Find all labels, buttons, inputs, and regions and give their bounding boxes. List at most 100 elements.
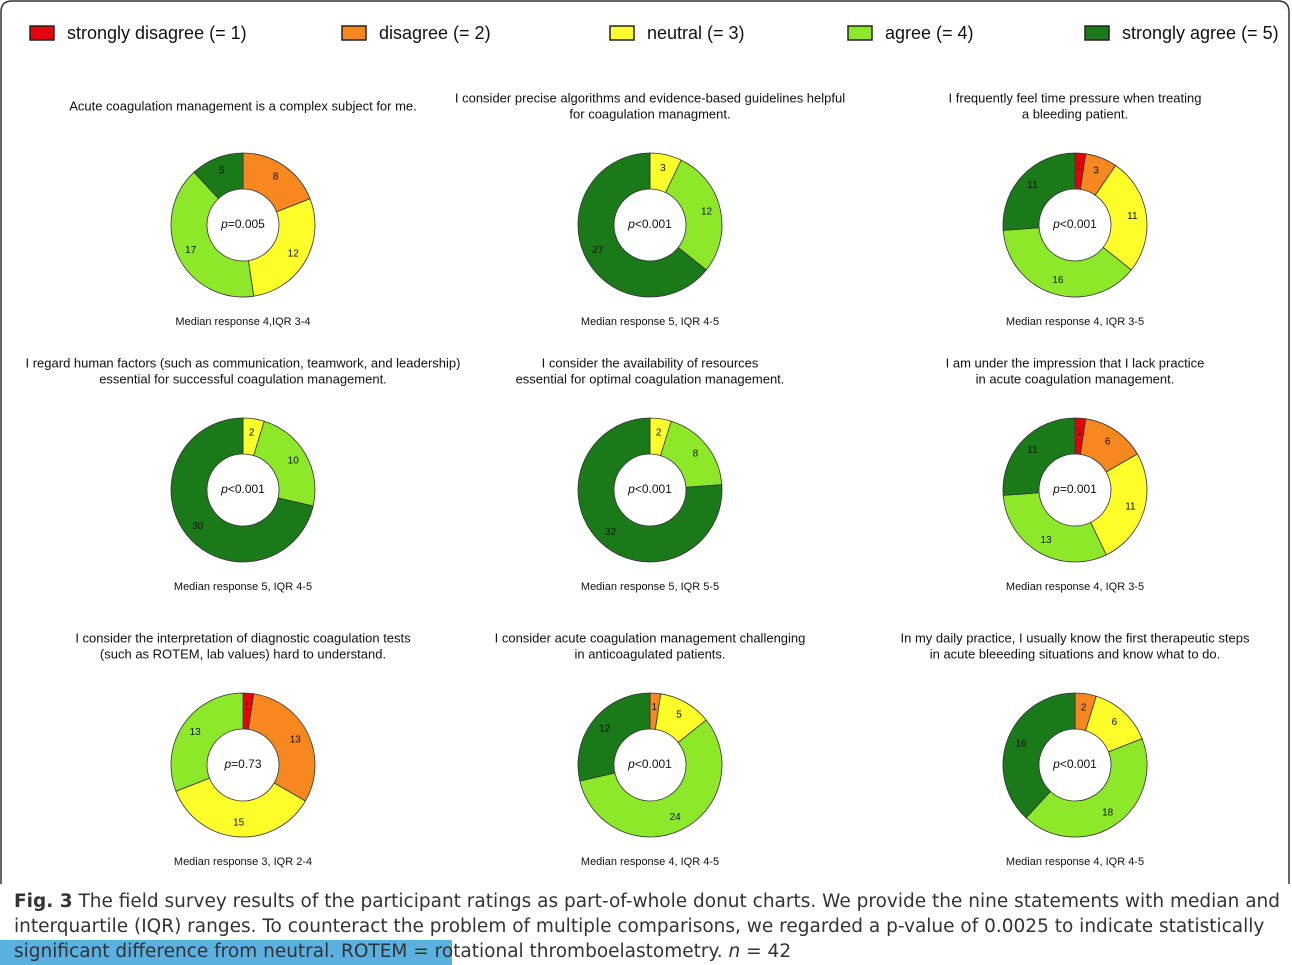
value-label: 1 bbox=[1077, 162, 1083, 173]
chart-title: I am under the impression that I lack pr… bbox=[946, 355, 1205, 370]
p-value: p=0.001 bbox=[1052, 482, 1097, 496]
p-symbol: p bbox=[627, 482, 635, 496]
value-label: 3 bbox=[1093, 166, 1099, 177]
p-text: <0.001 bbox=[1060, 757, 1097, 771]
caption-text: The field survey results of the particip… bbox=[14, 891, 1281, 962]
p-value: p<0.001 bbox=[1052, 757, 1097, 771]
caption-variable: n bbox=[728, 941, 741, 962]
chart-title: a bleeding patient. bbox=[1022, 106, 1128, 121]
value-label: 30 bbox=[192, 521, 204, 532]
donut-segment bbox=[577, 152, 707, 298]
chart-subtitle: Median response 4, IQR 4-5 bbox=[1006, 856, 1144, 868]
donut-segment bbox=[1002, 227, 1132, 298]
donut-segment bbox=[170, 692, 244, 792]
donut-segment bbox=[577, 417, 723, 563]
legend-swatch bbox=[29, 25, 55, 41]
value-label: 13 bbox=[1040, 535, 1052, 546]
chart-title: I consider precise algorithms and eviden… bbox=[455, 90, 845, 105]
p-value: p<0.001 bbox=[627, 482, 672, 496]
p-value: p<0.001 bbox=[627, 757, 672, 771]
p-symbol: p bbox=[1052, 217, 1060, 231]
selection-highlight bbox=[0, 940, 452, 965]
value-label: 1 bbox=[245, 702, 251, 713]
chart-title: for coagulation managment. bbox=[569, 106, 730, 121]
value-label: 27 bbox=[592, 245, 604, 256]
p-text: <0.001 bbox=[635, 757, 672, 771]
chart-title: essential for optimal coagulation manage… bbox=[516, 371, 785, 386]
value-label: 6 bbox=[1105, 437, 1111, 448]
donut-segment bbox=[579, 719, 723, 838]
donut-segment bbox=[253, 420, 316, 507]
p-value: p<0.001 bbox=[627, 217, 672, 231]
p-value: p=0.73 bbox=[223, 757, 261, 771]
donut-segment bbox=[170, 417, 314, 563]
donut-segment bbox=[1090, 453, 1148, 556]
value-label: 32 bbox=[605, 527, 617, 538]
value-label: 13 bbox=[190, 727, 202, 738]
p-text: =0.001 bbox=[1060, 482, 1097, 496]
value-label: 18 bbox=[1102, 808, 1114, 819]
legend-swatch bbox=[609, 25, 635, 41]
caption-value: = 42 bbox=[746, 941, 792, 962]
value-label: 16 bbox=[1015, 738, 1027, 749]
value-label: 8 bbox=[693, 448, 699, 459]
p-text: =0.73 bbox=[231, 757, 262, 771]
donut-segment bbox=[1094, 164, 1148, 271]
value-label: 5 bbox=[219, 166, 225, 177]
p-symbol: p bbox=[220, 482, 228, 496]
donut-segment bbox=[1025, 738, 1148, 838]
chart-title: I regard human factors (such as communic… bbox=[26, 355, 461, 370]
chart-title: in acute bleeeding situations and know w… bbox=[930, 646, 1221, 661]
legend-swatch bbox=[341, 25, 367, 41]
legend-label: strongly disagree (= 1) bbox=[67, 23, 247, 43]
donut-segment bbox=[193, 152, 244, 200]
p-text: <0.001 bbox=[228, 482, 265, 496]
chart-title: (such as ROTEM, lab values) hard to unde… bbox=[100, 646, 386, 661]
value-label: 2 bbox=[249, 427, 255, 438]
legend-swatch bbox=[847, 25, 873, 41]
value-label: 11 bbox=[1027, 180, 1038, 191]
p-value: p=0.005 bbox=[220, 217, 265, 231]
donut-segment bbox=[1002, 417, 1076, 496]
chart-subtitle: Median response 5, IQR 4-5 bbox=[174, 581, 312, 593]
p-symbol: p bbox=[1052, 482, 1060, 496]
legend-label: neutral (= 3) bbox=[647, 23, 745, 43]
chart-title: I consider the availability of resources bbox=[542, 355, 759, 370]
chart-subtitle: Median response 4, IQR 4-5 bbox=[581, 856, 719, 868]
chart-title: In my daily practice, I usually know the… bbox=[901, 630, 1250, 645]
p-value: p<0.001 bbox=[220, 482, 265, 496]
donut-segment bbox=[577, 692, 651, 782]
chart-subtitle: Median response 3, IQR 2-4 bbox=[174, 856, 312, 868]
value-label: 13 bbox=[290, 734, 302, 745]
p-text: =0.005 bbox=[228, 217, 265, 231]
value-label: 2 bbox=[1081, 702, 1087, 713]
donut-segment bbox=[660, 420, 723, 488]
p-text: <0.001 bbox=[635, 482, 672, 496]
value-label: 24 bbox=[670, 812, 682, 823]
chart-title: I frequently feel time pressure when tre… bbox=[949, 90, 1202, 105]
value-label: 1 bbox=[1077, 427, 1083, 438]
value-label: 12 bbox=[599, 723, 611, 734]
value-label: 1 bbox=[652, 702, 658, 713]
value-label: 11 bbox=[1125, 502, 1136, 513]
p-symbol: p bbox=[627, 757, 635, 771]
donut-segment bbox=[247, 198, 316, 297]
value-label: 5 bbox=[676, 709, 682, 720]
chart-subtitle: Median response 4, IQR 3-5 bbox=[1006, 316, 1144, 328]
figure: strongly disagree (= 1) disagree (= 2) neu… bbox=[0, 0, 1290, 884]
chart-subtitle: Median response 4, IQR 3-5 bbox=[1006, 581, 1144, 593]
value-label: 2 bbox=[656, 427, 662, 438]
donut-segment bbox=[247, 693, 316, 802]
donut-segment bbox=[170, 171, 255, 298]
donut-segment bbox=[175, 777, 306, 838]
value-label: 15 bbox=[233, 817, 245, 828]
legend-label: agree (= 4) bbox=[885, 23, 974, 43]
value-label: 12 bbox=[288, 249, 300, 260]
donut-segment bbox=[1002, 692, 1076, 819]
chart-title: essential for successful coagulation man… bbox=[99, 371, 387, 386]
legend-label: disagree (= 2) bbox=[379, 23, 491, 43]
value-label: 11 bbox=[1127, 211, 1138, 222]
p-symbol: p bbox=[1052, 757, 1060, 771]
p-value: p<0.001 bbox=[1052, 217, 1097, 231]
legend-swatch bbox=[1084, 25, 1110, 41]
